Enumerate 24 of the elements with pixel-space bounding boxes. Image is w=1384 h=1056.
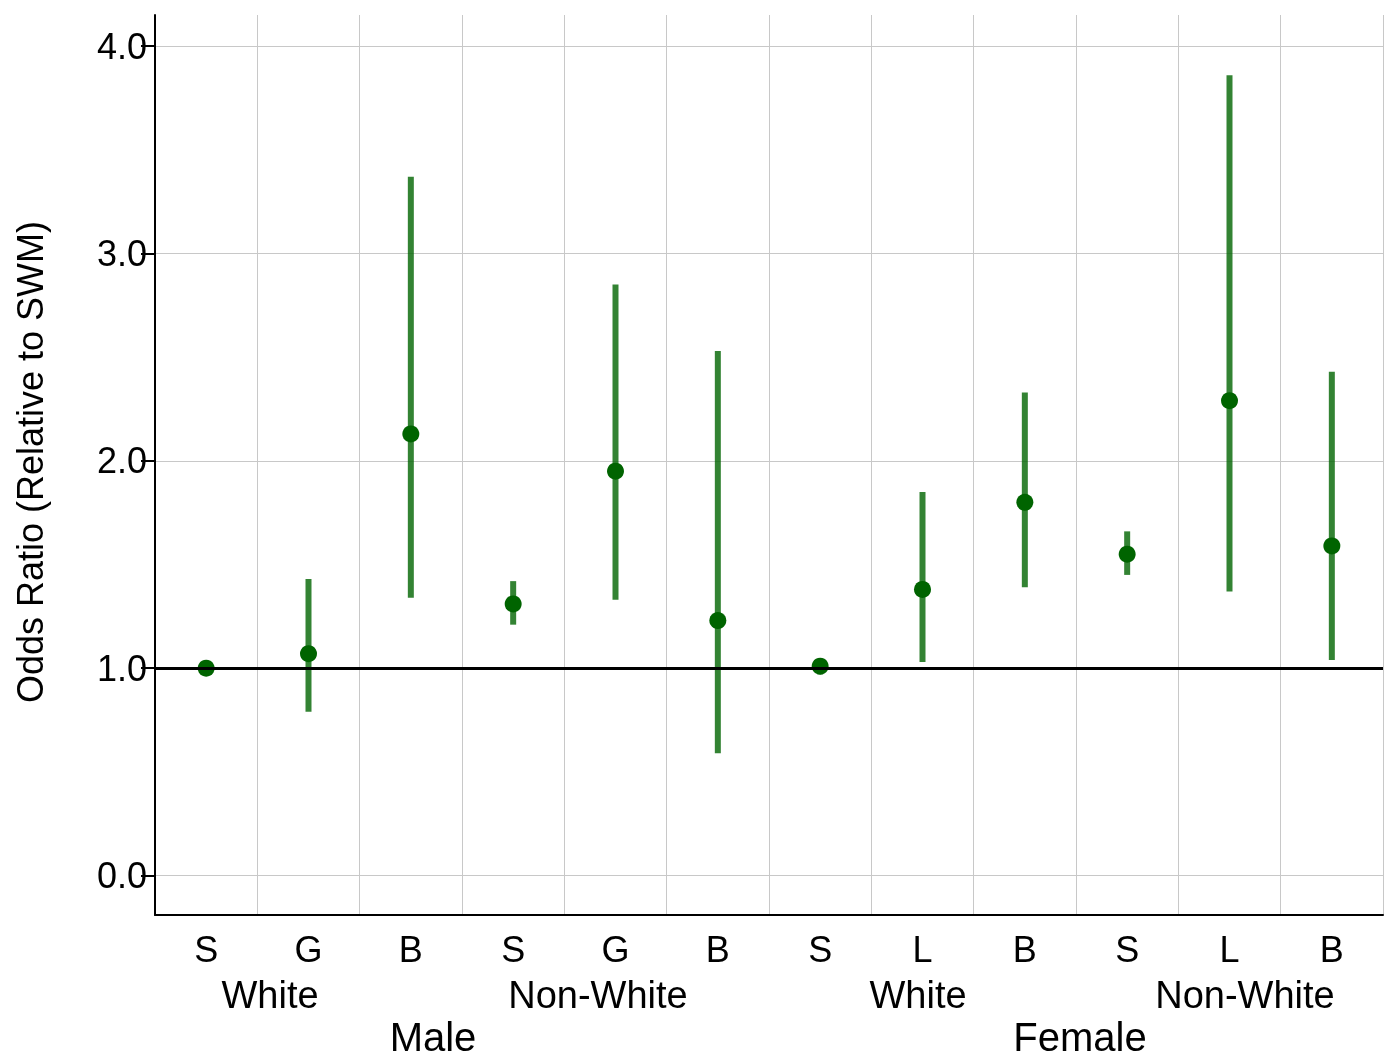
text: White — [221, 974, 319, 1016]
x-tick-label: G — [601, 928, 630, 970]
x-tick-label: S — [194, 928, 219, 970]
x-tick-label: L — [1219, 928, 1240, 970]
text: Non-White — [1155, 974, 1335, 1016]
y-tick-label: 2.0 — [96, 440, 147, 482]
x-tick-label: B — [1319, 928, 1344, 970]
x-tick-label: G — [294, 928, 323, 970]
x-tick-label: B — [398, 928, 423, 970]
x-tick-label: S — [1115, 928, 1140, 970]
x-tick-label: S — [808, 928, 833, 970]
text: Male — [389, 1015, 477, 1056]
text: White — [869, 974, 967, 1016]
x-tick-label: B — [1012, 928, 1037, 970]
y-tick-label: 3.0 — [96, 232, 147, 274]
text: Non-White — [508, 974, 688, 1016]
x-tick-label: B — [705, 928, 730, 970]
text: Female — [1013, 1015, 1147, 1056]
y-axis-title: Odds Ratio (Relative to SWM) — [9, 220, 51, 704]
y-tick-label: 4.0 — [96, 25, 147, 67]
x-tick-label: S — [501, 928, 526, 970]
y-tick-label: 1.0 — [96, 647, 147, 689]
y-tick-label: 0.0 — [96, 855, 147, 897]
x-tick-label: L — [912, 928, 933, 970]
